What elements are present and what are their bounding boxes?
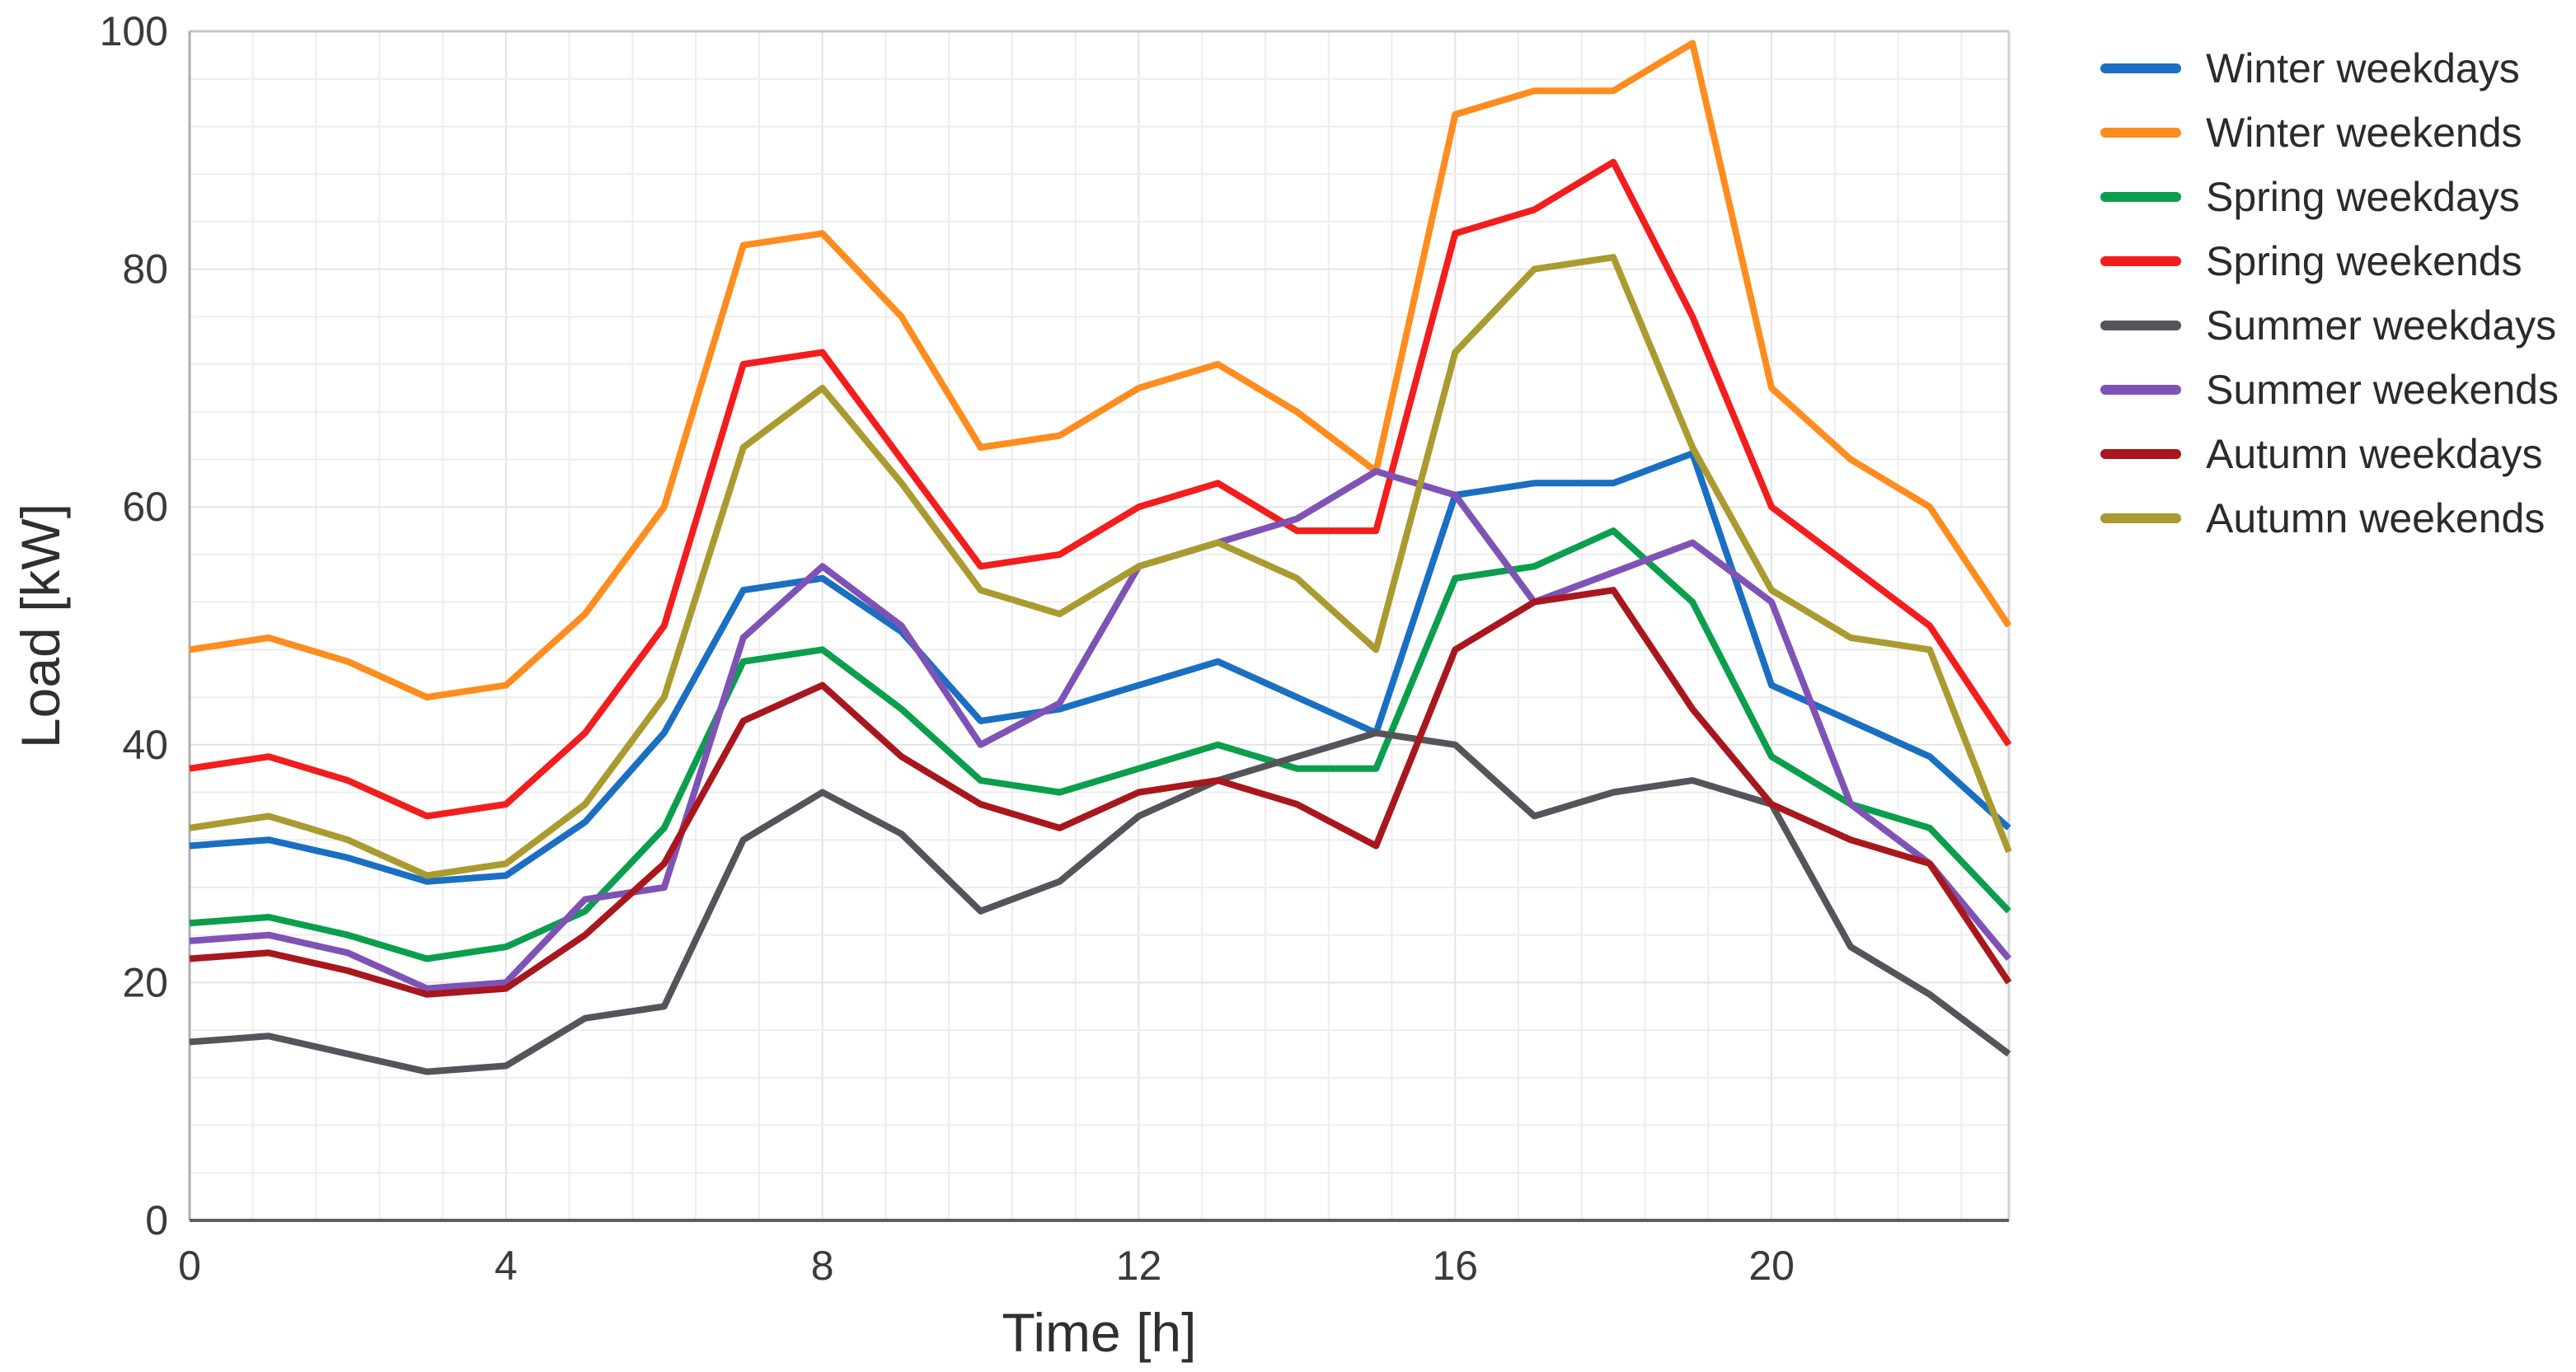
x-tick-label: 4: [495, 1243, 518, 1289]
legend-label: Winter weekdays: [2206, 45, 2520, 91]
y-axis-title: Load [kW]: [10, 503, 71, 748]
legend-label: Summer weekends: [2206, 367, 2559, 413]
legend-swatch: [2100, 192, 2181, 202]
y-tick-labels: 0 20 40 60 80 100: [100, 8, 168, 1243]
legend-label: Spring weekends: [2206, 238, 2522, 284]
legend-label: Autumn weekdays: [2206, 431, 2543, 477]
series-line-summer-weekdays: [189, 729, 2011, 1075]
series-line-autumn-weekends: [189, 254, 2012, 879]
series-line-winter-weekdays: [189, 450, 2011, 885]
x-tick-label: 12: [1116, 1243, 1162, 1289]
y-tick-label: 100: [100, 8, 168, 54]
legend-swatch: [2100, 63, 2181, 73]
legend-item-summer-weekdays: Summer weekdays: [2100, 293, 2559, 358]
x-tick-label: 16: [1432, 1243, 1478, 1289]
legend-swatch: [2100, 128, 2181, 138]
legend-label: Autumn weekends: [2206, 495, 2546, 541]
legend-swatch: [2100, 256, 2181, 266]
series-line-winter-weekends: [189, 40, 2012, 701]
legend-item-spring-weekdays: Spring weekdays: [2100, 165, 2559, 229]
series-line-summer-weekends: [189, 467, 2012, 992]
x-tick-label: 0: [178, 1243, 201, 1289]
legend-item-spring-weekends: Spring weekends: [2100, 229, 2559, 293]
x-tick-label: 20: [1748, 1243, 1795, 1289]
legend-label: Winter weekends: [2206, 110, 2522, 156]
x-axis-title: Time [h]: [1002, 1302, 1197, 1363]
legend-swatch: [2100, 449, 2181, 459]
y-tick-label: 60: [122, 484, 168, 530]
x-tick-label: 8: [811, 1243, 834, 1289]
legend-item-autumn-weekends: Autumn weekends: [2100, 486, 2559, 550]
legend-swatch: [2100, 321, 2181, 330]
y-tick-label: 80: [122, 246, 168, 293]
series-lines: [189, 40, 2012, 1075]
legend-swatch: [2100, 385, 2181, 395]
series-line-spring-weekends: [189, 158, 2012, 820]
legend-item-winter-weekends: Winter weekends: [2100, 101, 2559, 165]
legend-swatch: [2100, 513, 2181, 523]
legend-item-autumn-weekdays: Autumn weekdays: [2100, 422, 2559, 486]
series-line-spring-weekdays: [189, 527, 2011, 962]
legend-label: Summer weekdays: [2206, 302, 2557, 349]
legend-item-summer-weekends: Summer weekends: [2100, 358, 2559, 422]
legend-item-winter-weekdays: Winter weekdays: [2100, 36, 2559, 101]
gridlines: [190, 31, 2009, 1220]
y-tick-label: 0: [145, 1197, 168, 1243]
plot-border: [188, 30, 2011, 1222]
legend: Winter weekdays Winter weekends Spring wee…: [2100, 36, 2559, 550]
y-tick-label: 20: [122, 959, 168, 1005]
series-line-autumn-weekdays: [189, 587, 2012, 998]
x-tick-labels: 0 4 8 12 16 20: [178, 1243, 1795, 1289]
legend-label: Spring weekdays: [2206, 174, 2520, 220]
y-tick-label: 40: [122, 722, 168, 768]
